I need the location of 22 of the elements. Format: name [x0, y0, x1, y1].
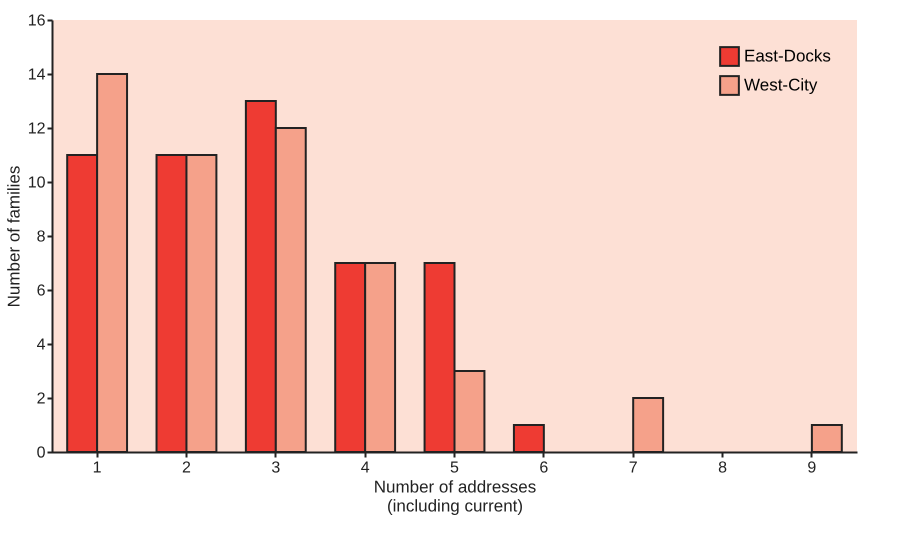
y-tick-label: 6 — [36, 282, 46, 300]
y-tick-label: 16 — [28, 12, 46, 30]
y-tick-label: 10 — [28, 174, 46, 192]
x-tick-label: 8 — [718, 460, 728, 476]
legend-label: West-City — [744, 76, 818, 94]
legend-label: East-Docks — [744, 46, 831, 66]
x-tick-label: 3 — [271, 460, 280, 476]
y-axis-title: Number of families — [4, 166, 24, 308]
x-tick-label: 1 — [92, 460, 102, 476]
y-tick-label: 14 — [28, 66, 46, 84]
y-tick-label: 4 — [36, 336, 46, 354]
x-axis-title: Number of addresses (including current) — [374, 478, 536, 516]
x-tick-label: 5 — [450, 460, 460, 476]
y-tick-label: 2 — [36, 390, 46, 408]
x-tick-label: 6 — [539, 460, 548, 476]
y-tick-label: 8 — [36, 228, 46, 246]
x-tick-label: 4 — [360, 460, 370, 476]
y-tick-label: 0 — [36, 444, 46, 462]
x-tick-label: 9 — [807, 460, 816, 476]
y-tick-label: 12 — [28, 120, 46, 138]
x-tick-label: 7 — [628, 460, 638, 476]
x-tick-label: 2 — [182, 460, 192, 476]
